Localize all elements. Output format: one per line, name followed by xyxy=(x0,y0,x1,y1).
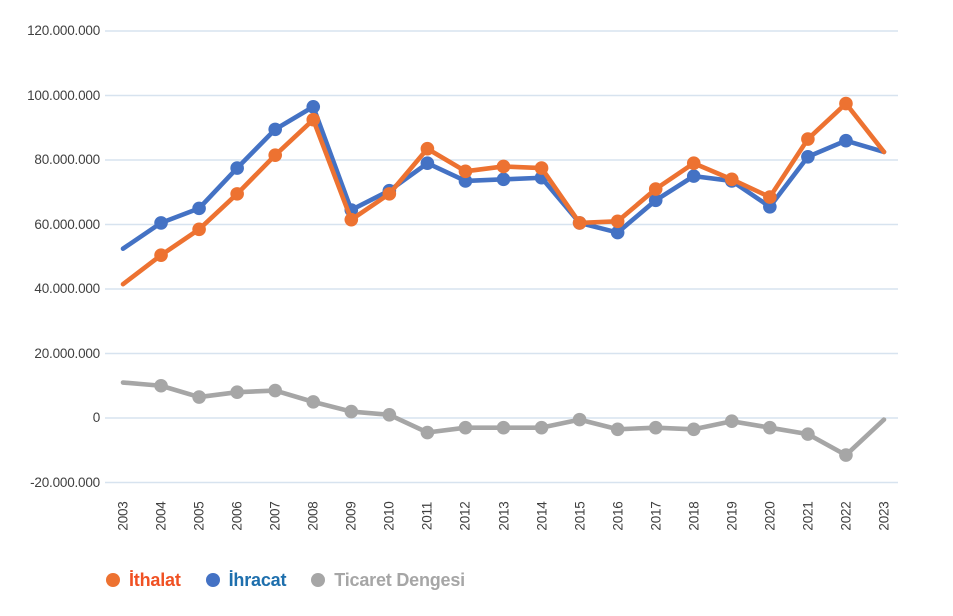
x-axis-year-label: 2012 xyxy=(457,501,473,531)
x-axis-year-label: 2009 xyxy=(343,501,359,531)
data-point-2-2013 xyxy=(496,420,511,435)
x-axis-year-label: 2020 xyxy=(762,501,778,531)
x-axis-year-label: 2015 xyxy=(572,501,588,531)
data-point-0-2017 xyxy=(648,182,663,196)
data-point-2-2018 xyxy=(686,422,701,437)
y-axis-tick-label: 100.000.000 xyxy=(27,87,100,103)
x-axis-year-label: 2022 xyxy=(838,501,854,531)
data-point-1-2012 xyxy=(458,174,473,188)
data-point-1-2021 xyxy=(801,149,815,164)
data-point-0-2019 xyxy=(725,172,739,187)
x-axis-year-label: 2021 xyxy=(800,501,816,531)
x-axis-year-label: 2017 xyxy=(648,501,664,531)
data-point-0-2015 xyxy=(572,216,587,230)
y-axis-tick-label: 80.000.000 xyxy=(34,152,100,167)
legend-item-ticaret-dengesi: Ticaret Dengesi xyxy=(311,570,465,591)
data-point-1-2017 xyxy=(648,193,663,208)
y-axis-tick-label: 40.000.000 xyxy=(34,281,100,296)
legend-item-ihracat: İhracat xyxy=(205,569,287,591)
data-point-2-2020 xyxy=(763,420,777,435)
data-point-0-2008 xyxy=(306,112,321,127)
x-axis-year-label: 2003 xyxy=(115,501,131,531)
x-axis-year-label: 2018 xyxy=(686,501,702,531)
data-point-2-2006 xyxy=(230,385,244,400)
data-point-0-2014 xyxy=(534,161,549,175)
x-axis-year-label: 2014 xyxy=(534,501,550,531)
data-point-2-2009 xyxy=(344,404,359,419)
legend-label-ticaret-dengesi: Ticaret Dengesi xyxy=(334,569,465,590)
data-point-1-2011 xyxy=(420,156,435,171)
data-point-1-2005 xyxy=(192,201,206,216)
data-point-0-2007 xyxy=(268,148,283,162)
data-point-2-2007 xyxy=(268,383,283,398)
data-point-0-2018 xyxy=(686,156,701,171)
x-axis-year-label: 2016 xyxy=(610,501,626,531)
data-point-0-2016 xyxy=(610,214,625,229)
data-point-0-2004 xyxy=(154,248,168,262)
x-axis-year-label: 2023 xyxy=(876,501,892,531)
y-axis-tick-label: -20.000.000 xyxy=(30,474,100,490)
data-point-2-2014 xyxy=(534,420,549,435)
data-point-0-2011 xyxy=(420,141,435,156)
data-point-1-2004 xyxy=(154,216,168,230)
y-axis-tick-label: 20.000.000 xyxy=(34,345,100,361)
data-point-2-2019 xyxy=(725,414,739,429)
x-axis-year-label: 2019 xyxy=(724,501,740,531)
x-axis-year-label: 2005 xyxy=(191,501,207,531)
data-point-2-2005 xyxy=(192,390,206,404)
data-point-0-2006 xyxy=(230,187,244,201)
data-point-0-2020 xyxy=(763,190,777,204)
data-point-2-2004 xyxy=(154,378,168,393)
data-point-2-2016 xyxy=(610,422,625,437)
data-point-0-2009 xyxy=(344,212,359,227)
data-point-0-2013 xyxy=(496,159,511,174)
ithalat-series-dot-icon xyxy=(106,573,120,587)
data-point-0-2005 xyxy=(192,222,206,237)
data-point-1-2016 xyxy=(610,225,625,240)
data-point-1-2008 xyxy=(306,99,321,114)
data-point-1-2020 xyxy=(763,199,777,214)
data-point-1-2022 xyxy=(839,133,853,148)
legend-label-ihracat: İhracat xyxy=(228,569,287,590)
legend-item-ithalat: İthalat xyxy=(106,570,181,591)
ihracat-series-dot-icon xyxy=(205,573,220,587)
data-point-2-2011 xyxy=(420,425,435,440)
y-axis-tick-label: 120.000.000 xyxy=(27,23,100,38)
data-point-2-2015 xyxy=(572,412,587,427)
data-point-2-2008 xyxy=(306,395,321,409)
data-point-2-2021 xyxy=(801,427,815,441)
data-point-0-2010 xyxy=(382,187,397,201)
x-axis-year-label: 2008 xyxy=(305,501,321,531)
y-axis-tick-label: 60.000.000 xyxy=(34,216,100,232)
data-point-2-2012 xyxy=(458,420,473,435)
data-point-2-2017 xyxy=(648,420,663,435)
x-axis-year-label: 2006 xyxy=(229,501,245,531)
ticaret-dengesi-series-dot-icon xyxy=(311,573,326,587)
x-axis-year-label: 2007 xyxy=(267,501,283,531)
x-axis-year-label: 2010 xyxy=(381,501,397,531)
data-point-0-2012 xyxy=(458,164,473,179)
data-point-1-2006 xyxy=(230,161,244,175)
x-axis-year-label: 2004 xyxy=(153,501,169,531)
data-point-1-2013 xyxy=(496,172,511,187)
data-point-0-2022 xyxy=(839,96,853,111)
data-point-1-2018 xyxy=(686,169,701,183)
data-point-2-2022 xyxy=(839,448,853,462)
data-point-0-2021 xyxy=(801,132,815,146)
data-point-2-2010 xyxy=(382,407,397,422)
x-axis-year-label: 2013 xyxy=(496,501,511,531)
y-axis-tick-label: 0 xyxy=(92,410,101,425)
legend-label-ithalat: İthalat xyxy=(129,569,181,590)
x-axis-year-label: 2011 xyxy=(419,501,435,531)
chart-legend: İthalat İhracat Ticaret Dengesi xyxy=(106,566,465,594)
data-point-1-2007 xyxy=(268,122,283,137)
